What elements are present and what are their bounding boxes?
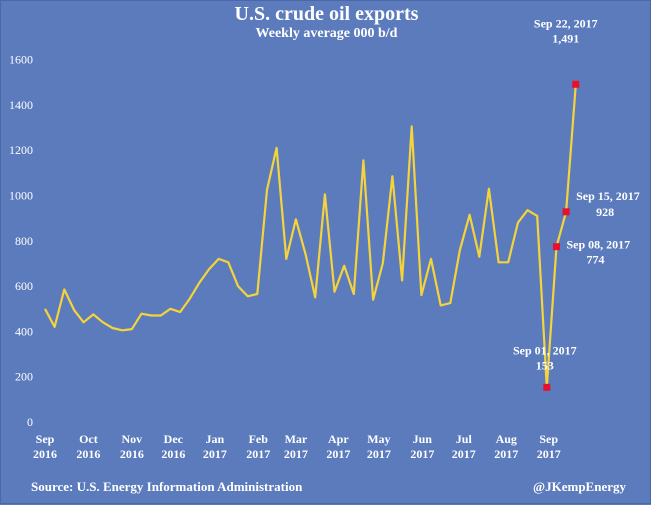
chart-subtitle: Weekly average 000 b/d — [255, 26, 398, 41]
x-tick-label-year: 2016 — [161, 447, 185, 461]
data-point-marker — [543, 383, 551, 391]
data-point-marker — [562, 208, 570, 216]
x-tick-label-year: 2017 — [203, 447, 227, 461]
x-tick-label-month: Jul — [456, 432, 473, 446]
x-tick-label-month: Nov — [122, 432, 143, 446]
annotation-value-label: 774 — [586, 253, 604, 267]
x-tick-label-month: Aug — [496, 432, 517, 446]
annotation-date-label: Sep 22, 2017 — [534, 16, 598, 30]
x-tick-label-year: 2017 — [494, 447, 518, 461]
y-tick-label: 200 — [15, 370, 33, 384]
x-tick-label-year: 2017 — [537, 447, 561, 461]
x-tick-label-month: Dec — [164, 432, 184, 446]
y-tick-label: 1600 — [9, 53, 33, 67]
y-tick-label: 1400 — [9, 98, 33, 112]
x-tick-label-year: 2016 — [33, 447, 57, 461]
x-tick-label-year: 2016 — [120, 447, 144, 461]
x-tick-label-year: 2017 — [246, 447, 270, 461]
y-tick-label: 0 — [27, 415, 33, 429]
x-tick-label-month: Feb — [249, 432, 269, 446]
annotation-value-label: 153 — [536, 358, 554, 372]
x-tick-label-year: 2017 — [452, 447, 476, 461]
annotation-value-label: 928 — [596, 205, 614, 219]
y-tick-label: 1200 — [9, 143, 33, 157]
x-tick-label-month: Jan — [205, 432, 224, 446]
x-tick-label-year: 2017 — [284, 447, 308, 461]
annotation-date-label: Sep 08, 2017 — [566, 238, 630, 252]
x-tick-label-year: 2017 — [326, 447, 350, 461]
data-point-marker — [572, 80, 580, 88]
y-tick-label: 400 — [15, 324, 33, 338]
annotation-value-label: 1,491 — [552, 31, 579, 45]
y-tick-label: 1000 — [9, 189, 33, 203]
x-tick-label-month: May — [367, 432, 390, 446]
y-tick-label: 600 — [15, 279, 33, 293]
x-tick-label-month: Apr — [328, 432, 349, 446]
x-tick-label-month: Jun — [413, 432, 433, 446]
x-tick-label-month: Mar — [285, 432, 308, 446]
x-tick-label-month: Oct — [79, 432, 98, 446]
x-tick-label-year: 2016 — [76, 447, 100, 461]
annotation-date-label: Sep 15, 2017 — [576, 189, 640, 203]
x-tick-label-month: Sep — [36, 432, 55, 446]
data-point-marker — [552, 243, 560, 251]
x-tick-label-year: 2017 — [410, 447, 434, 461]
annotation-date-label: Sep 01, 2017 — [513, 343, 577, 357]
series-line — [44, 84, 577, 389]
chart-title: U.S. crude oil exports — [234, 3, 419, 25]
x-tick-label-month: Sep — [539, 432, 558, 446]
y-tick-label: 800 — [15, 234, 33, 248]
x-tick-label-year: 2017 — [367, 447, 391, 461]
author-credit: @JKempEnergy — [533, 479, 626, 494]
source-note: Source: U.S. Energy Information Administ… — [31, 479, 303, 494]
